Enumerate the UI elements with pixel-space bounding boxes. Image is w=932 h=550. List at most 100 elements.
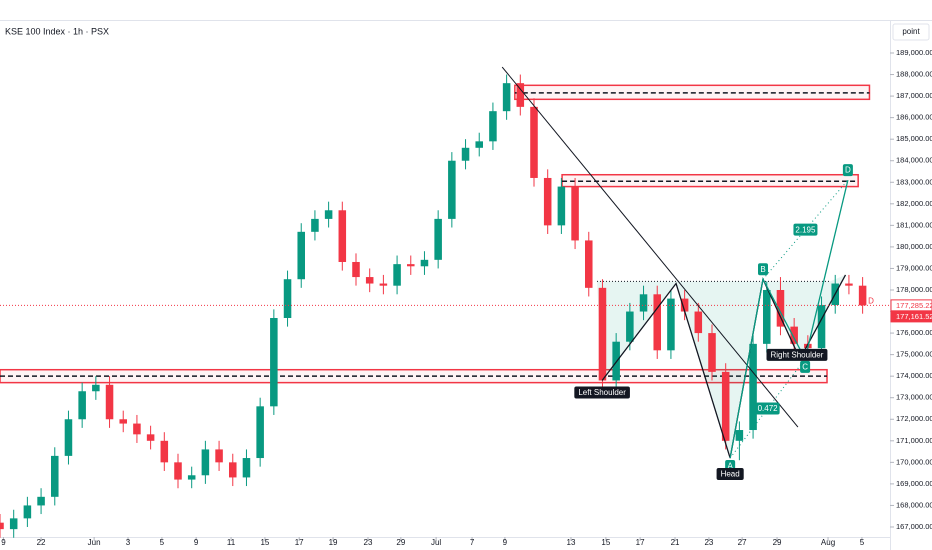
pattern-label-box <box>766 348 828 361</box>
candle-body <box>324 210 333 219</box>
pattern-path <box>729 179 849 459</box>
scale-button[interactable] <box>892 23 930 41</box>
x-tick-label: 19 <box>329 538 338 547</box>
price-label-box <box>890 310 932 323</box>
x-tick-label: 21 <box>671 538 680 547</box>
x-tick-label: 27 <box>738 538 747 547</box>
x-tick-label: Jun <box>88 538 101 547</box>
candle-body <box>338 210 347 262</box>
candle-body <box>256 406 264 459</box>
pattern-label-box <box>574 386 630 399</box>
candle-body <box>461 147 470 161</box>
ratio-label: 0.472 <box>758 404 779 413</box>
candle-body <box>270 318 278 407</box>
candle-body <box>146 434 155 441</box>
candle-body <box>23 505 32 519</box>
x-tick-label: 22 <box>37 538 46 547</box>
candle-body <box>160 440 169 463</box>
y-tick-label: 181,000.00 <box>896 220 932 229</box>
x-tick-label: Jul <box>431 538 441 547</box>
candle-body <box>434 218 442 260</box>
x-tick-label: 29 <box>396 538 405 547</box>
candle-body <box>502 83 511 112</box>
candle-body <box>543 177 552 226</box>
x-tick-label: 5 <box>860 538 865 547</box>
trendline <box>501 66 799 428</box>
y-tick-label: 188,000.00 <box>896 70 932 79</box>
ratio-label: 2.195 <box>795 225 816 234</box>
candle-body <box>653 294 661 351</box>
point-label: D <box>845 166 851 175</box>
candle-body <box>187 475 196 480</box>
candle-body <box>64 419 73 456</box>
candle-body <box>475 141 483 148</box>
y-tick-label: 189,000.00 <box>896 48 932 57</box>
x-tick-label: 23 <box>364 538 373 547</box>
x-tick-label: 11 <box>227 538 236 547</box>
ratio-box <box>793 223 818 236</box>
candle-body <box>776 289 785 327</box>
y-tick-label: 168,000.00 <box>896 500 932 509</box>
candle-body <box>530 106 538 178</box>
y-tick-label: 171,000.00 <box>896 436 932 445</box>
candle-body <box>448 160 456 219</box>
pattern-label-box <box>716 468 744 481</box>
candle-body <box>51 455 59 497</box>
candle-body <box>78 391 86 420</box>
price-label: 177,161.52 <box>896 312 932 321</box>
candle-body <box>352 261 360 278</box>
candle-body <box>667 298 675 351</box>
candle-body <box>858 285 867 306</box>
candle-body <box>0 522 4 530</box>
price-label: 177,285.22 <box>896 301 932 310</box>
candle-body <box>311 218 319 232</box>
y-tick-label: 169,000.00 <box>896 479 932 488</box>
candle-body <box>297 231 305 280</box>
y-tick-label: 170,000.00 <box>896 457 932 466</box>
point-box <box>842 164 853 177</box>
zone <box>0 368 828 384</box>
y-tick-label: 185,000.00 <box>896 134 932 143</box>
pattern-label: Right Shoulder <box>771 351 824 360</box>
x-tick-label: 7 <box>470 538 475 547</box>
candle-body <box>749 343 757 431</box>
x-tick-label: 15 <box>601 538 610 547</box>
candle-body <box>790 326 798 344</box>
ratio-line <box>762 179 849 280</box>
ratio-box <box>755 402 780 415</box>
y-tick-label: 167,000.00 <box>896 522 932 531</box>
x-tick-label: 5 <box>160 538 165 547</box>
candle-body <box>229 462 237 478</box>
candle-body <box>708 333 716 372</box>
candle-body <box>763 289 771 344</box>
y-tick-label: 173,000.00 <box>896 393 932 402</box>
x-tick-label: 29 <box>773 538 782 547</box>
y-tick-label: 182,000.00 <box>896 199 932 208</box>
candle-body <box>37 496 45 506</box>
candle-body <box>557 186 566 226</box>
candle-body <box>420 259 429 267</box>
candle-body <box>735 430 744 441</box>
candle-body <box>721 371 730 441</box>
x-tick-label: 17 <box>636 538 645 547</box>
candle-body <box>845 283 853 286</box>
point-label: C <box>802 363 808 372</box>
candle-body <box>283 279 292 319</box>
candle-body <box>92 384 100 392</box>
y-tick-label: 175,000.00 <box>896 350 932 359</box>
candle-body <box>407 264 415 267</box>
candle-body <box>215 449 223 463</box>
scale-button-label[interactable]: point <box>902 27 920 36</box>
y-tick-label: 179,000.00 <box>896 263 932 272</box>
point-label: B <box>760 265 765 274</box>
candle-body <box>365 277 374 284</box>
x-tick-label: 9 <box>1 538 6 547</box>
y-tick-label: 187,000.00 <box>896 91 932 100</box>
point-label: A <box>727 462 733 471</box>
ratio-line <box>729 358 806 459</box>
chart-title: KSE 100 Index · 1h · PSX <box>5 26 109 36</box>
pattern-label: Head <box>721 470 740 479</box>
candle-body <box>489 111 497 142</box>
